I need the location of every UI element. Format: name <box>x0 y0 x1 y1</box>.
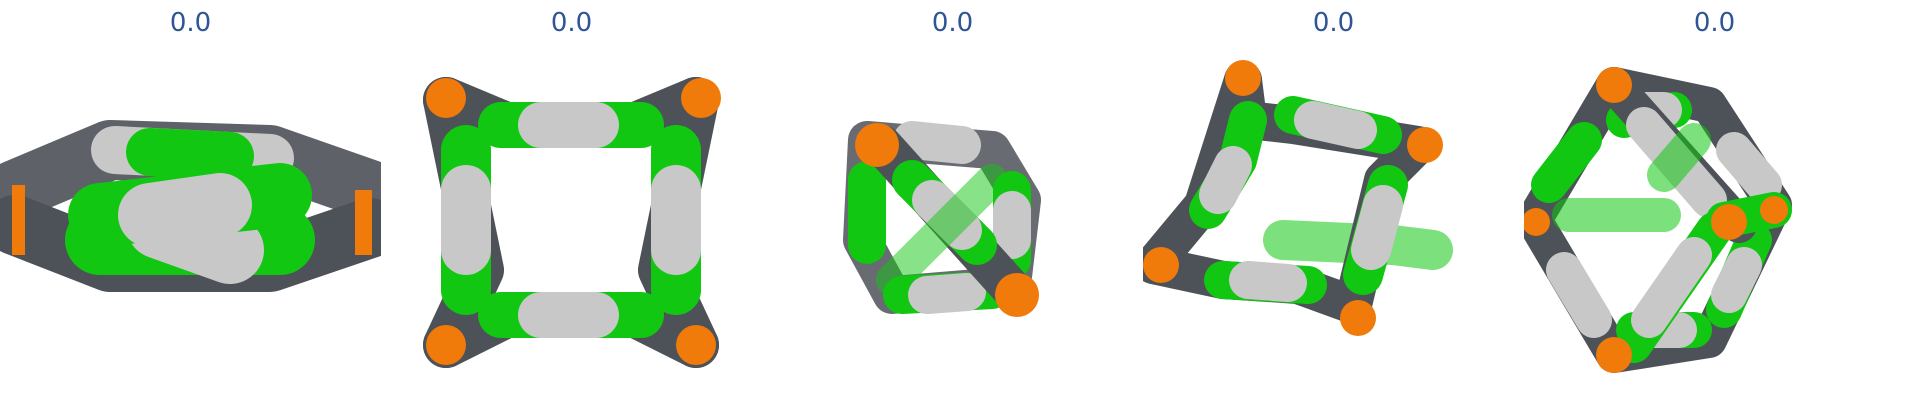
structure-panel-2: 0.0 <box>381 0 762 416</box>
molecule-render-2 <box>423 77 721 368</box>
panel-score-label: 0.0 <box>1693 8 1736 38</box>
panel-score-label: 0.0 <box>1312 8 1355 38</box>
molecule-render-5 <box>1524 67 1792 373</box>
molecule-render-3 <box>843 121 1041 317</box>
molecule-render-1 <box>0 120 381 292</box>
panel-score-label: 0.0 <box>169 8 212 38</box>
structure-panel-4: 0.0 <box>1143 0 1524 416</box>
molecule-render-4 <box>1143 60 1453 336</box>
structure-panel-3: 0.0 <box>762 0 1143 416</box>
structure-panel-1: 0.0 <box>0 0 381 416</box>
panel-score-label: 0.0 <box>931 8 974 38</box>
panel-score-label: 0.0 <box>550 8 593 38</box>
structure-panel-5: 0.0 <box>1524 0 1905 416</box>
